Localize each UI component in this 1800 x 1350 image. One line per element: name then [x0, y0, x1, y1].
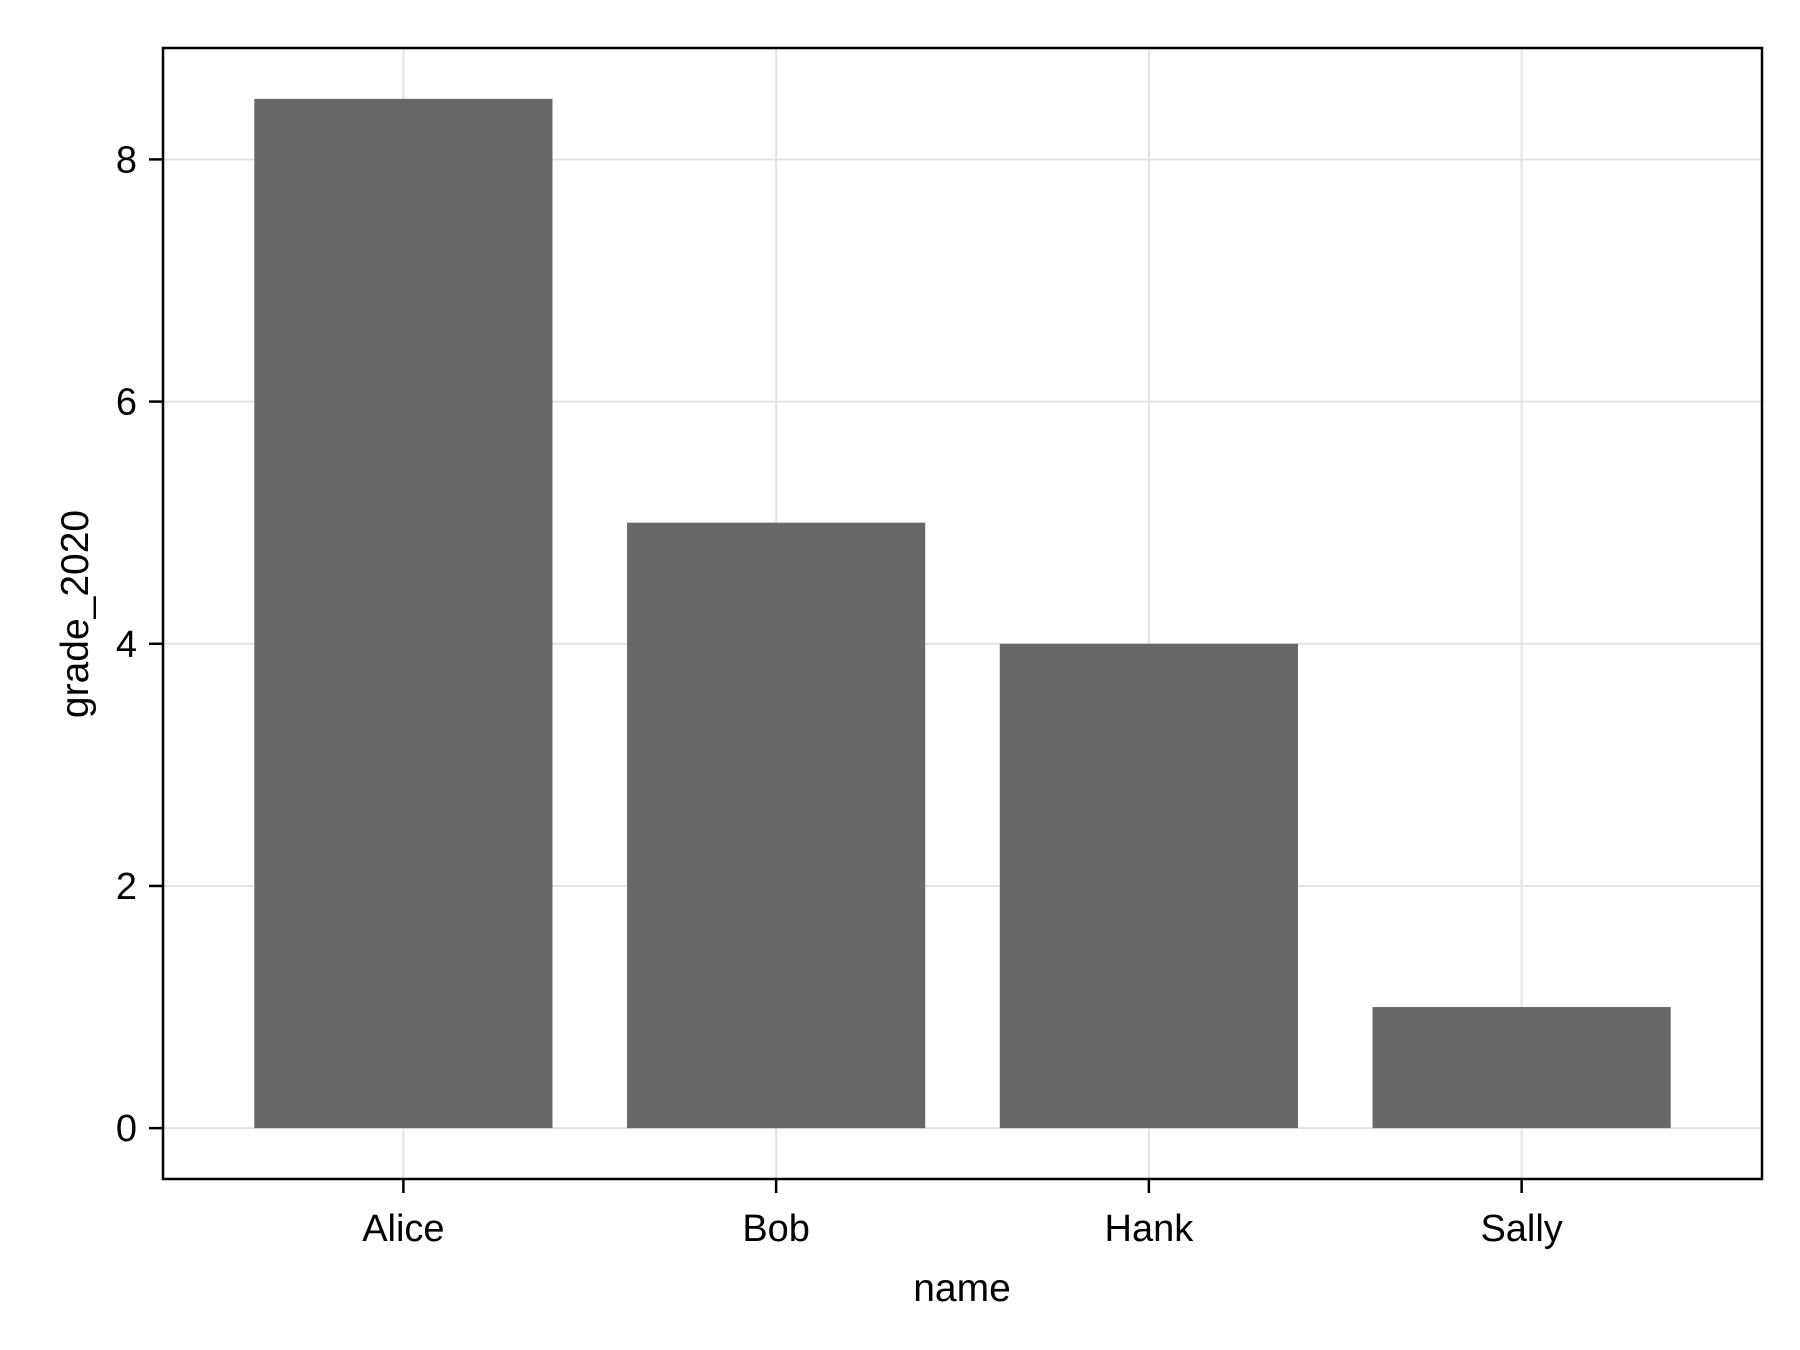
y-tick-label: 8 — [116, 139, 137, 181]
ticks — [149, 158, 1523, 1193]
x-tick-label: Hank — [1105, 1208, 1195, 1250]
bar-sally — [1372, 1007, 1671, 1129]
x-tick-labels: Alice Bob Hank Sally — [362, 1208, 1563, 1250]
bars — [254, 98, 1671, 1129]
y-tick-labels: 0 2 4 6 8 — [116, 139, 137, 1150]
x-tick-label: Alice — [362, 1208, 444, 1250]
x-tick-label: Bob — [742, 1208, 810, 1250]
x-tick-label: Sally — [1480, 1208, 1562, 1250]
y-axis-label: grade_2020 — [54, 510, 97, 718]
bar-hank — [999, 643, 1298, 1129]
y-tick-label: 2 — [116, 866, 137, 908]
x-axis-label: name — [913, 1267, 1011, 1310]
y-tick-label: 0 — [116, 1108, 137, 1150]
bar-alice — [254, 98, 553, 1129]
y-tick-label: 6 — [116, 382, 137, 424]
y-tick-label: 4 — [116, 624, 137, 666]
plot-frame — [161, 46, 1764, 1181]
bar-bob — [627, 522, 926, 1129]
